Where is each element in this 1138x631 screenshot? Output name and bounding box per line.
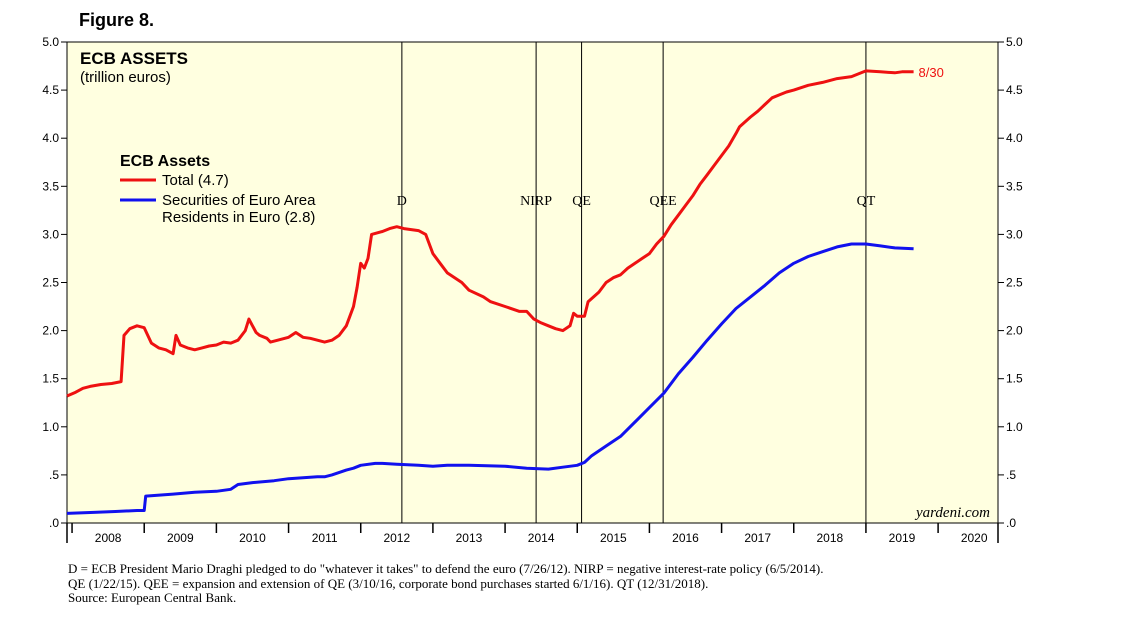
series-securities-line [66,242,914,515]
y-tick-label-left: 4.0 [42,131,59,145]
figure-label: Figure 8. [79,10,155,30]
footnote-line: QE (1/22/15). QEE = expansion and extens… [68,575,709,591]
x-tick-label: 2020 [961,531,988,545]
event-label: NIRP [520,194,552,209]
y-tick-label-right: 3.0 [1006,227,1023,241]
y-tick-label-right: 4.0 [1006,131,1023,145]
y-tick-label-left: 2.0 [42,324,59,338]
ecb-assets-chart: D NIRP QE QEE QT .0 .0 .5 .5 1.0 1.0 1.5 1.5 2.0 2.0 2… [42,35,1023,545]
y-tick-label-left: 4.5 [42,83,59,97]
y-tick-label-right: .5 [1006,468,1016,482]
x-tick-label: 2018 [816,531,843,545]
y-tick-label-left: 2.5 [42,276,59,290]
footnote-line: D = ECB President Mario Draghi pledged t… [68,561,824,576]
legend-label-securities-line1: Securities of Euro Area [162,192,316,209]
legend-label-total: Total (4.7) [162,172,229,189]
y-tick-label-right: 5.0 [1006,35,1023,49]
y-tick-label-left: 3.5 [42,179,59,193]
legend-title: ECB Assets [120,153,210,170]
event-label: D [397,194,407,209]
event-label: QEE [650,194,677,209]
series-total-line [66,69,914,398]
chart-title: ECB ASSETS [80,49,188,68]
source-note: Source: European Central Bank. [68,590,237,605]
x-tick-label: 2019 [889,531,916,545]
x-tick-label: 2014 [528,531,555,545]
y-tick-label-left: 3.0 [42,227,59,241]
watermark: yardeni.com [914,505,990,521]
event-lines: D NIRP QE QEE QT [397,42,876,523]
event-label: QE [572,194,591,209]
y-tick-label-right: 2.0 [1006,324,1023,338]
y-tick-label-left: 5.0 [42,35,59,49]
x-tick-label: 2011 [312,531,338,545]
axes: .0 .0 .5 .5 1.0 1.0 1.5 1.5 2.0 2.0 2.5 2.5 3.0 3.0 3.… [42,35,1023,545]
y-tick-label-left: .5 [49,468,59,482]
legend: ECB Assets Total (4.7) Securities of Eur… [120,153,316,226]
y-tick-label-right: 1.5 [1006,372,1023,386]
x-tick-label: 2017 [744,531,771,545]
series-lines [66,69,914,515]
x-tick-label: 2013 [456,531,483,545]
total-end-label: 8/30 [919,65,944,80]
y-tick-label-right: .0 [1006,516,1016,530]
x-tick-label: 2009 [167,531,194,545]
x-tick-label: 2016 [672,531,699,545]
chart-subtitle: (trillion euros) [80,69,171,86]
x-tick-label: 2012 [383,531,410,545]
y-tick-label-left: 1.5 [42,372,59,386]
footnotes: D = ECB President Mario Draghi pledged t… [68,561,1118,606]
event-label: QT [857,194,876,209]
y-tick-label-right: 3.5 [1006,179,1023,193]
y-tick-label-left: .0 [49,516,59,530]
y-tick-label-right: 4.5 [1006,83,1023,97]
x-tick-label: 2010 [239,531,266,545]
y-tick-label-right: 1.0 [1006,420,1023,434]
x-tick-label: 2015 [600,531,627,545]
y-tick-label-left: 1.0 [42,420,59,434]
x-tick-label: 2008 [95,531,122,545]
plot-area [66,41,999,524]
legend-label-securities-line2: Residents in Euro (2.8) [162,209,315,226]
y-tick-label-right: 2.5 [1006,276,1023,290]
